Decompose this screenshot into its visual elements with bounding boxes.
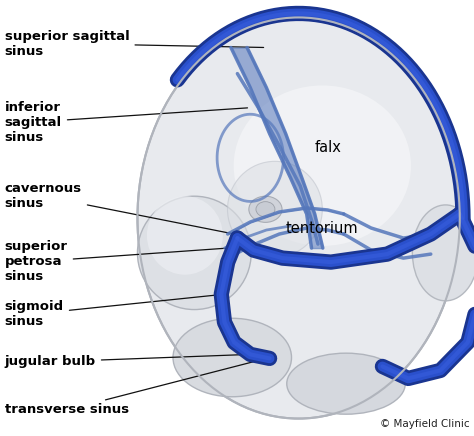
Ellipse shape [256,201,275,217]
Text: cavernous
sinus: cavernous sinus [5,182,231,234]
Text: falx: falx [315,140,342,155]
Ellipse shape [137,196,251,310]
Text: tentorium: tentorium [286,221,358,235]
Ellipse shape [412,205,474,301]
Text: transverse sinus: transverse sinus [5,359,264,416]
Text: superior sagittal
sinus: superior sagittal sinus [5,30,264,58]
Text: jugular bulb: jugular bulb [5,354,247,368]
Text: © Mayfield Clinic: © Mayfield Clinic [380,419,469,429]
Ellipse shape [147,196,223,275]
Ellipse shape [228,161,322,257]
Text: superior
petrosa
sinus: superior petrosa sinus [5,240,225,283]
Text: sigmoid
sinus: sigmoid sinus [5,294,222,328]
Ellipse shape [249,196,282,222]
Ellipse shape [137,17,460,419]
Ellipse shape [287,353,405,414]
Text: inferior
sagittal
sinus: inferior sagittal sinus [5,101,247,143]
Ellipse shape [173,318,292,397]
Ellipse shape [234,85,411,246]
